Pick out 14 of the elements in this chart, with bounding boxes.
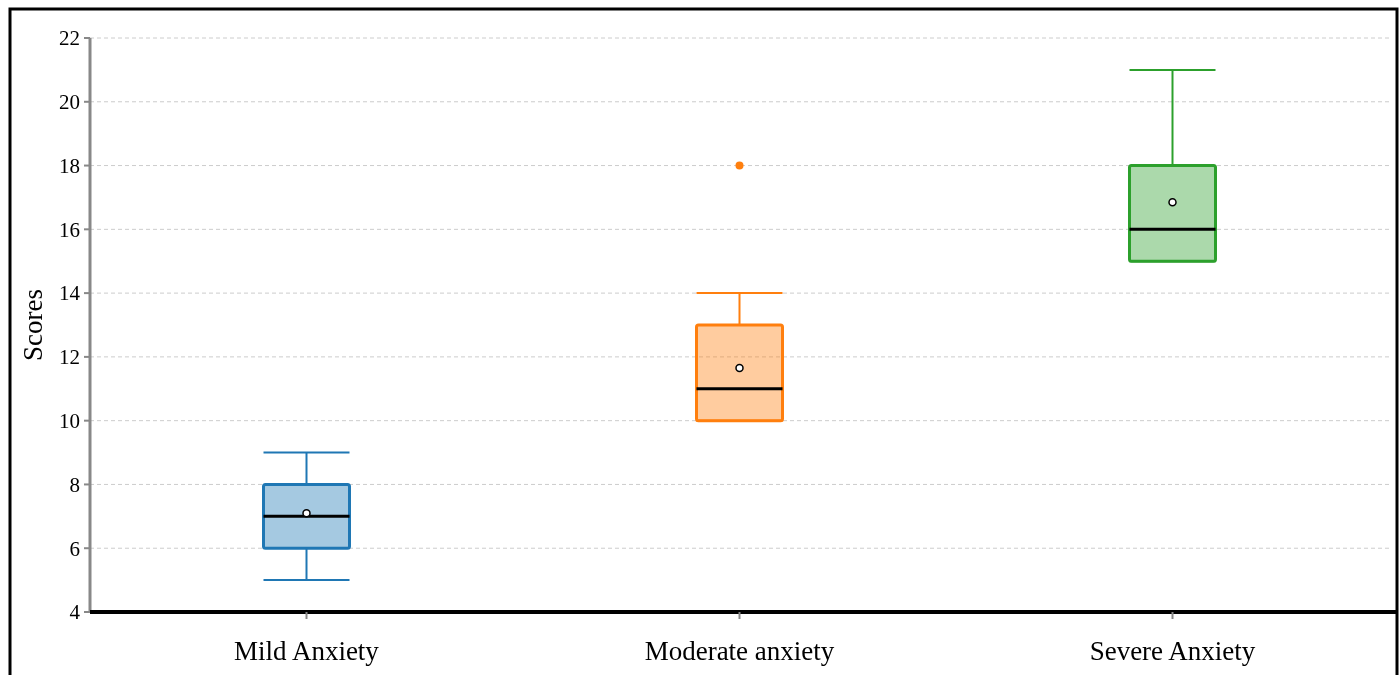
y-tick-label: 22 xyxy=(59,26,80,51)
y-tick-label: 18 xyxy=(59,153,80,178)
y-tick-label: 16 xyxy=(59,217,80,242)
y-tick-label: 14 xyxy=(59,281,81,306)
x-tick-label: Severe Anxiety xyxy=(1089,636,1256,666)
x-tick-label: Moderate anxiety xyxy=(644,636,835,666)
y-tick-label: 20 xyxy=(59,90,80,115)
y-axis-title: Scores xyxy=(18,289,48,361)
y-tick-label: 6 xyxy=(69,536,80,561)
y-tick-label: 4 xyxy=(69,600,81,625)
y-tick-label: 8 xyxy=(69,472,80,497)
x-tick-label: Mild Anxiety xyxy=(234,636,380,666)
y-tick-label: 10 xyxy=(59,409,80,434)
y-tick-label: 12 xyxy=(59,345,80,370)
